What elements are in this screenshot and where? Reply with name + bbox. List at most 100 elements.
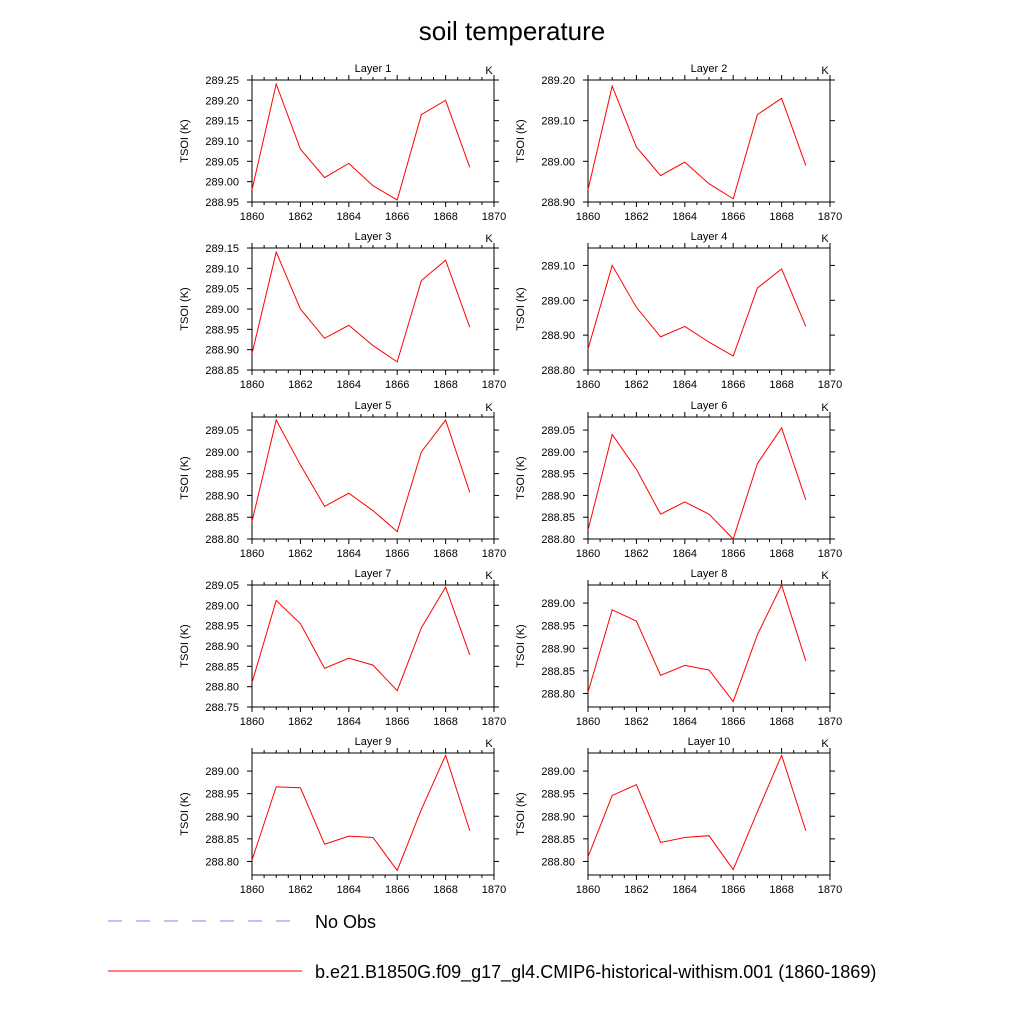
x-tick-label: 1864 (337, 379, 361, 391)
y-tick-label: 288.90 (541, 330, 575, 342)
series-line (251, 418, 471, 533)
y-tick-label: 289.25 (205, 75, 239, 87)
y-tick-label: 289.00 (205, 177, 239, 189)
x-tick-label: 1868 (769, 211, 793, 223)
panel-title: Layer 4 (691, 231, 728, 243)
x-tick-label: 1866 (721, 548, 745, 560)
y-tick-label: 288.85 (541, 512, 575, 524)
x-tick-label: 1864 (673, 548, 697, 560)
x-tick-label: 1866 (385, 211, 409, 223)
panel-layer-10: 1860 1862 1864 1866 1868 1870 288.80 288.85 288.… (515, 736, 842, 896)
y-tick-label: 289.15 (205, 116, 239, 128)
x-tick-label: 1860 (576, 211, 600, 223)
x-tick-label: 1864 (337, 884, 361, 896)
y-tick-label: 289.00 (541, 598, 575, 610)
x-tick-label: 1866 (385, 716, 409, 728)
y-tick-label: 288.80 (541, 856, 575, 868)
y-tick-label: 288.90 (541, 811, 575, 823)
panel-layer-4: 1860 1862 1864 1866 1868 1870 288.80 288.90 289.… (515, 231, 842, 391)
x-tick-label: 1868 (433, 211, 457, 223)
series-line (251, 82, 471, 201)
y-tick-label: 288.80 (205, 856, 239, 868)
series-line (251, 585, 471, 692)
panel-layer-2: 1860 1862 1864 1866 1868 1870 288.90 289.00 289.… (515, 63, 842, 223)
y-axis-label: TSOI (K) (179, 287, 191, 330)
y-tick-label: 289.05 (541, 425, 575, 437)
series-line (251, 250, 471, 363)
panel-units: K (821, 738, 829, 750)
x-tick-label: 1870 (818, 716, 842, 728)
x-tick-label: 1864 (337, 548, 361, 560)
y-tick-label: 288.85 (205, 365, 239, 377)
y-axis-label: TSOI (K) (179, 792, 191, 835)
plot-frame (251, 416, 495, 540)
x-tick-label: 1870 (482, 884, 506, 896)
x-tick-label: 1862 (288, 379, 312, 391)
y-axis-label: TSOI (K) (515, 456, 527, 499)
panel-title: Layer 10 (688, 736, 731, 748)
panel-layer-1: 1860 1862 1864 1866 1868 1870 288.95 289.00 289.… (179, 63, 506, 223)
x-tick-label: 1862 (624, 379, 648, 391)
y-tick-label: 289.05 (205, 284, 239, 296)
x-tick-label: 1870 (818, 211, 842, 223)
x-tick-label: 1862 (288, 211, 312, 223)
legend-model-label: b.e21.B1850G.f09_g17_gl4.CMIP6-historica… (315, 962, 876, 983)
panel-units: K (485, 570, 493, 582)
panel-title: Layer 3 (355, 231, 392, 243)
y-tick-label: 289.00 (205, 447, 239, 459)
x-tick-label: 1866 (385, 548, 409, 560)
y-tick-label: 288.75 (205, 702, 239, 714)
plot-frame (587, 416, 831, 540)
y-tick-label: 289.10 (541, 116, 575, 128)
y-tick-label: 288.95 (205, 324, 239, 336)
y-tick-label: 288.85 (205, 661, 239, 673)
panel-units: K (485, 738, 493, 750)
panel-units: K (485, 65, 493, 77)
y-tick-label: 288.85 (205, 834, 239, 846)
x-tick-label: 1860 (240, 548, 264, 560)
y-tick-label: 289.10 (205, 136, 239, 148)
y-tick-label: 289.10 (541, 260, 575, 272)
y-axis-label: TSOI (K) (515, 792, 527, 835)
x-tick-label: 1870 (482, 379, 506, 391)
y-tick-label: 288.90 (205, 811, 239, 823)
x-tick-label: 1868 (433, 884, 457, 896)
y-tick-label: 288.85 (541, 666, 575, 678)
x-tick-label: 1866 (721, 716, 745, 728)
plot-frame (587, 247, 831, 371)
panel-title: Layer 5 (355, 400, 392, 412)
panel-units: K (821, 402, 829, 414)
y-tick-label: 289.00 (205, 766, 239, 778)
panel-title: Layer 2 (691, 63, 728, 75)
figure-title: soil temperature (419, 16, 605, 46)
panel-layer-6: 1860 1862 1864 1866 1868 1870 288.80 288.85 288.… (515, 400, 842, 560)
series-line (587, 84, 807, 200)
y-axis-label: TSOI (K) (515, 119, 527, 162)
panel-layer-7: 1860 1862 1864 1866 1868 1870 288.75 288.80 288.… (179, 568, 506, 728)
x-tick-label: 1864 (673, 211, 697, 223)
x-tick-label: 1866 (721, 211, 745, 223)
plot-frame (251, 752, 495, 876)
x-tick-label: 1860 (240, 379, 264, 391)
plot-frame (587, 752, 831, 876)
y-tick-label: 289.10 (205, 263, 239, 275)
series-line (587, 264, 807, 357)
y-tick-label: 288.95 (541, 789, 575, 801)
y-tick-label: 288.90 (205, 345, 239, 357)
y-tick-label: 288.85 (541, 834, 575, 846)
y-tick-label: 289.05 (205, 156, 239, 168)
x-tick-label: 1870 (818, 548, 842, 560)
plot-frame (251, 584, 495, 708)
panel-units: K (821, 65, 829, 77)
series-line (251, 753, 471, 872)
y-tick-label: 289.00 (205, 600, 239, 612)
x-tick-label: 1868 (769, 716, 793, 728)
y-tick-label: 289.00 (541, 766, 575, 778)
y-tick-label: 289.00 (541, 447, 575, 459)
y-tick-label: 289.05 (205, 580, 239, 592)
x-tick-label: 1870 (482, 716, 506, 728)
x-tick-label: 1860 (240, 211, 264, 223)
panel-title: Layer 1 (355, 63, 392, 75)
x-tick-label: 1862 (624, 716, 648, 728)
